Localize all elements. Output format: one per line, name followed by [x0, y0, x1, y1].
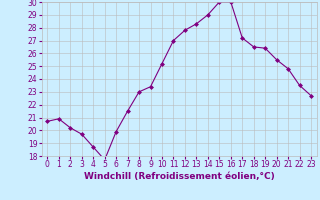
- X-axis label: Windchill (Refroidissement éolien,°C): Windchill (Refroidissement éolien,°C): [84, 172, 275, 181]
